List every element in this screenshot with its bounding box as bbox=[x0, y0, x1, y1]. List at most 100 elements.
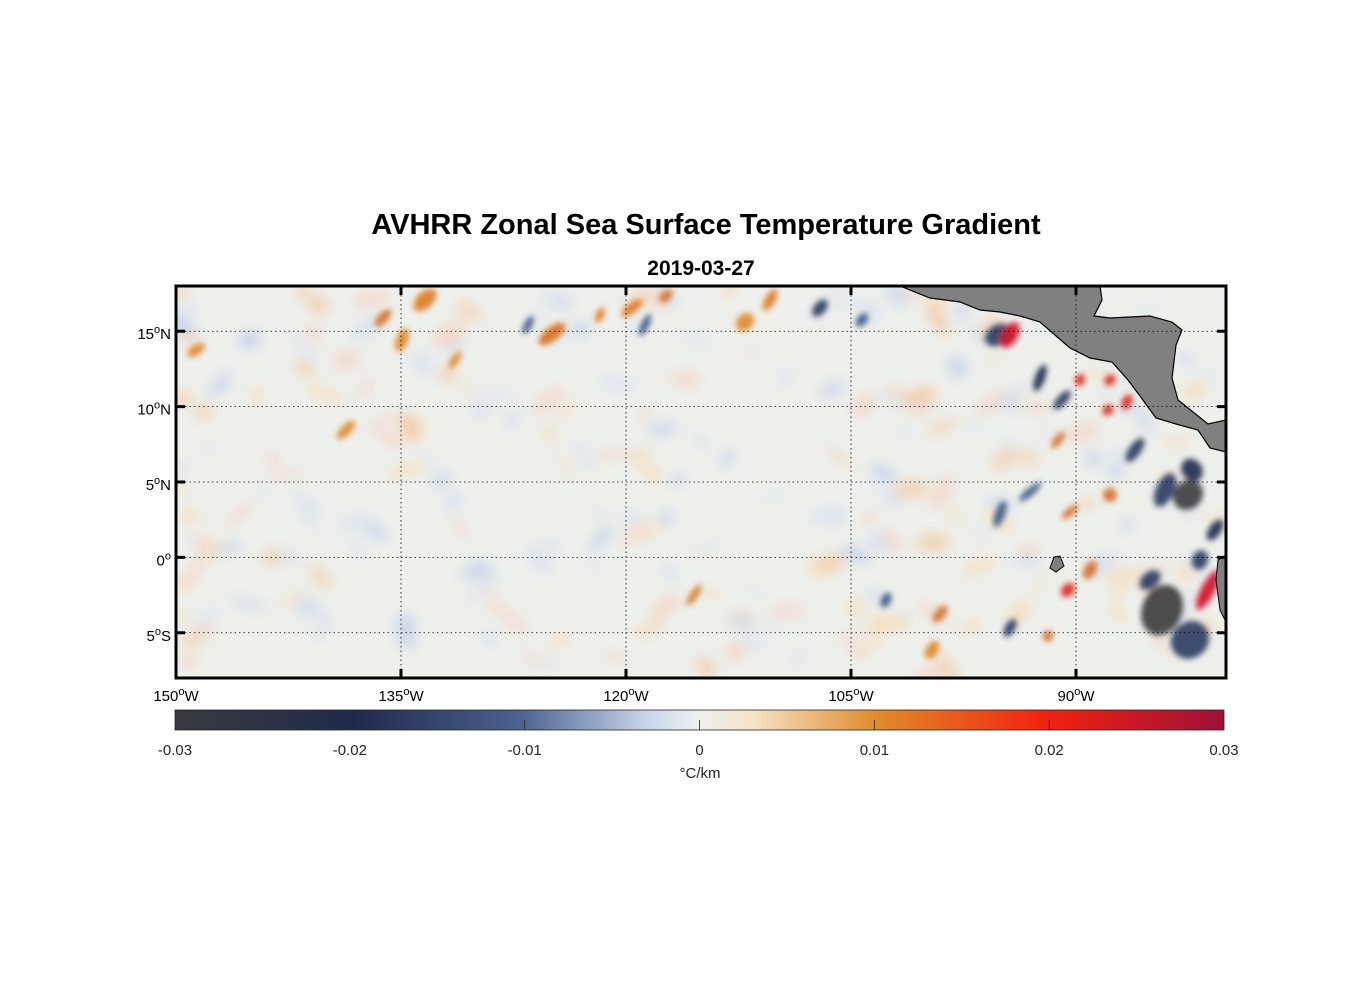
lon-label-hemisphere: W bbox=[184, 688, 199, 705]
degree-symbol: o bbox=[154, 400, 160, 412]
gradient-front bbox=[1125, 438, 1145, 462]
lon-label-number: 150 bbox=[153, 688, 178, 705]
gradient-front bbox=[1061, 504, 1079, 520]
gradient-front bbox=[1104, 374, 1116, 386]
gradient-blob bbox=[193, 402, 214, 421]
gradient-blob bbox=[307, 295, 329, 315]
map-panel: 150oW 135oW 120oW 105oW 90oW 15oN10oN5oN0o5o… bbox=[137, 284, 1228, 705]
lat-label-number: 0 bbox=[157, 552, 165, 569]
gradient-blob bbox=[968, 418, 982, 435]
gradient-blob bbox=[650, 595, 674, 621]
gradient-blob bbox=[858, 635, 883, 657]
colorbar-tick-label: -0.03 bbox=[158, 742, 192, 759]
map-title: AVHRR Zonal Sea Surface Temperature Grad… bbox=[371, 209, 1041, 241]
gradient-front bbox=[1053, 390, 1071, 410]
central-america-land bbox=[899, 286, 1226, 453]
gradient-blob bbox=[294, 508, 320, 531]
gradient-blob bbox=[255, 486, 270, 500]
gradient-blob bbox=[267, 470, 305, 481]
colorbar-tick-label: -0.01 bbox=[508, 742, 542, 759]
gradient-front bbox=[1139, 570, 1161, 590]
gradient-blob bbox=[625, 323, 640, 336]
gradient-blob bbox=[194, 605, 220, 631]
colorbar: -0.03 -0.02 -0.01 0 0.01 0.02 0.03 °C/km bbox=[158, 709, 1239, 782]
gradient-blob bbox=[1011, 553, 1043, 568]
gradient-blob bbox=[819, 380, 846, 399]
gradient-front bbox=[1172, 480, 1204, 510]
gradient-blob bbox=[311, 625, 327, 643]
gradient-blob bbox=[182, 537, 204, 545]
gradient-blob bbox=[681, 327, 710, 351]
gradient-blob bbox=[523, 651, 542, 668]
gradient-blob bbox=[588, 507, 611, 517]
lon-label: 105oW bbox=[828, 686, 874, 705]
gradient-blob bbox=[365, 413, 400, 433]
gradient-blob bbox=[864, 616, 882, 627]
lon-label-number: 120 bbox=[603, 688, 628, 705]
gradient-blob bbox=[744, 349, 756, 359]
gradient-blob bbox=[640, 286, 671, 313]
gradient-blob bbox=[1162, 436, 1191, 447]
gradient-front bbox=[855, 313, 869, 327]
degree-symbol: o bbox=[178, 686, 184, 698]
gradient-blob bbox=[869, 463, 899, 483]
gradient-blob bbox=[907, 395, 937, 418]
gradient-blob bbox=[338, 512, 378, 532]
lat-label-number: 10 bbox=[137, 402, 154, 419]
lat-label: 10oN bbox=[137, 400, 171, 419]
gradient-blob bbox=[678, 370, 700, 389]
gradient-front bbox=[812, 299, 828, 317]
gradient-front bbox=[1191, 550, 1209, 570]
gradient-front bbox=[1103, 488, 1117, 502]
gradient-blob bbox=[470, 393, 503, 416]
gradient-blob bbox=[1024, 327, 1055, 335]
gradient-blob bbox=[835, 632, 869, 641]
gradient-blob bbox=[1106, 465, 1125, 479]
lat-label-hemisphere: N bbox=[160, 326, 171, 343]
lon-label-hemisphere: W bbox=[859, 688, 874, 705]
degree-symbol: o bbox=[154, 324, 160, 336]
gradient-blob bbox=[288, 330, 315, 362]
gradient-blob bbox=[695, 656, 717, 678]
gradient-blob bbox=[915, 532, 951, 553]
gradient-blob bbox=[613, 450, 628, 457]
gradient-front bbox=[880, 592, 892, 608]
gradient-blob bbox=[439, 365, 456, 383]
gradient-blob bbox=[947, 356, 968, 378]
gradient-blob bbox=[451, 516, 469, 540]
gradient-blob bbox=[724, 641, 745, 662]
colorbar-tick-label: 0.02 bbox=[1035, 742, 1064, 759]
gradient-blob bbox=[885, 286, 908, 307]
gradient-blob bbox=[460, 382, 474, 395]
gradient-blob bbox=[332, 350, 360, 370]
gradient-blob bbox=[808, 563, 826, 579]
gradient-blob bbox=[501, 609, 530, 635]
gradient-blob bbox=[620, 507, 642, 528]
gradient-blob bbox=[913, 665, 946, 678]
gradient-blob bbox=[442, 490, 463, 513]
gradient-blob bbox=[624, 450, 652, 462]
degree-symbol: o bbox=[1074, 686, 1080, 698]
gradient-blob bbox=[457, 299, 485, 320]
gradient-front bbox=[595, 307, 605, 323]
gradient-blob bbox=[558, 455, 574, 478]
gradient-blob bbox=[701, 586, 722, 599]
lat-label-number: 15 bbox=[137, 326, 154, 343]
gradient-blob bbox=[504, 411, 522, 430]
gradient-blob bbox=[632, 625, 653, 636]
gradient-blob bbox=[976, 392, 1007, 415]
gradient-blob bbox=[960, 619, 982, 635]
gradient-blob bbox=[279, 549, 301, 565]
gradient-front bbox=[538, 322, 566, 346]
gradient-front bbox=[1206, 519, 1224, 541]
gradient-blob bbox=[736, 628, 760, 652]
gradient-blob bbox=[791, 647, 808, 665]
degree-symbol: o bbox=[165, 550, 171, 562]
gradient-blob bbox=[972, 523, 992, 543]
gradient-blob bbox=[1177, 350, 1194, 367]
gradient-blob bbox=[275, 589, 310, 608]
gradient-blob bbox=[397, 630, 417, 649]
gradient-front bbox=[374, 309, 392, 327]
